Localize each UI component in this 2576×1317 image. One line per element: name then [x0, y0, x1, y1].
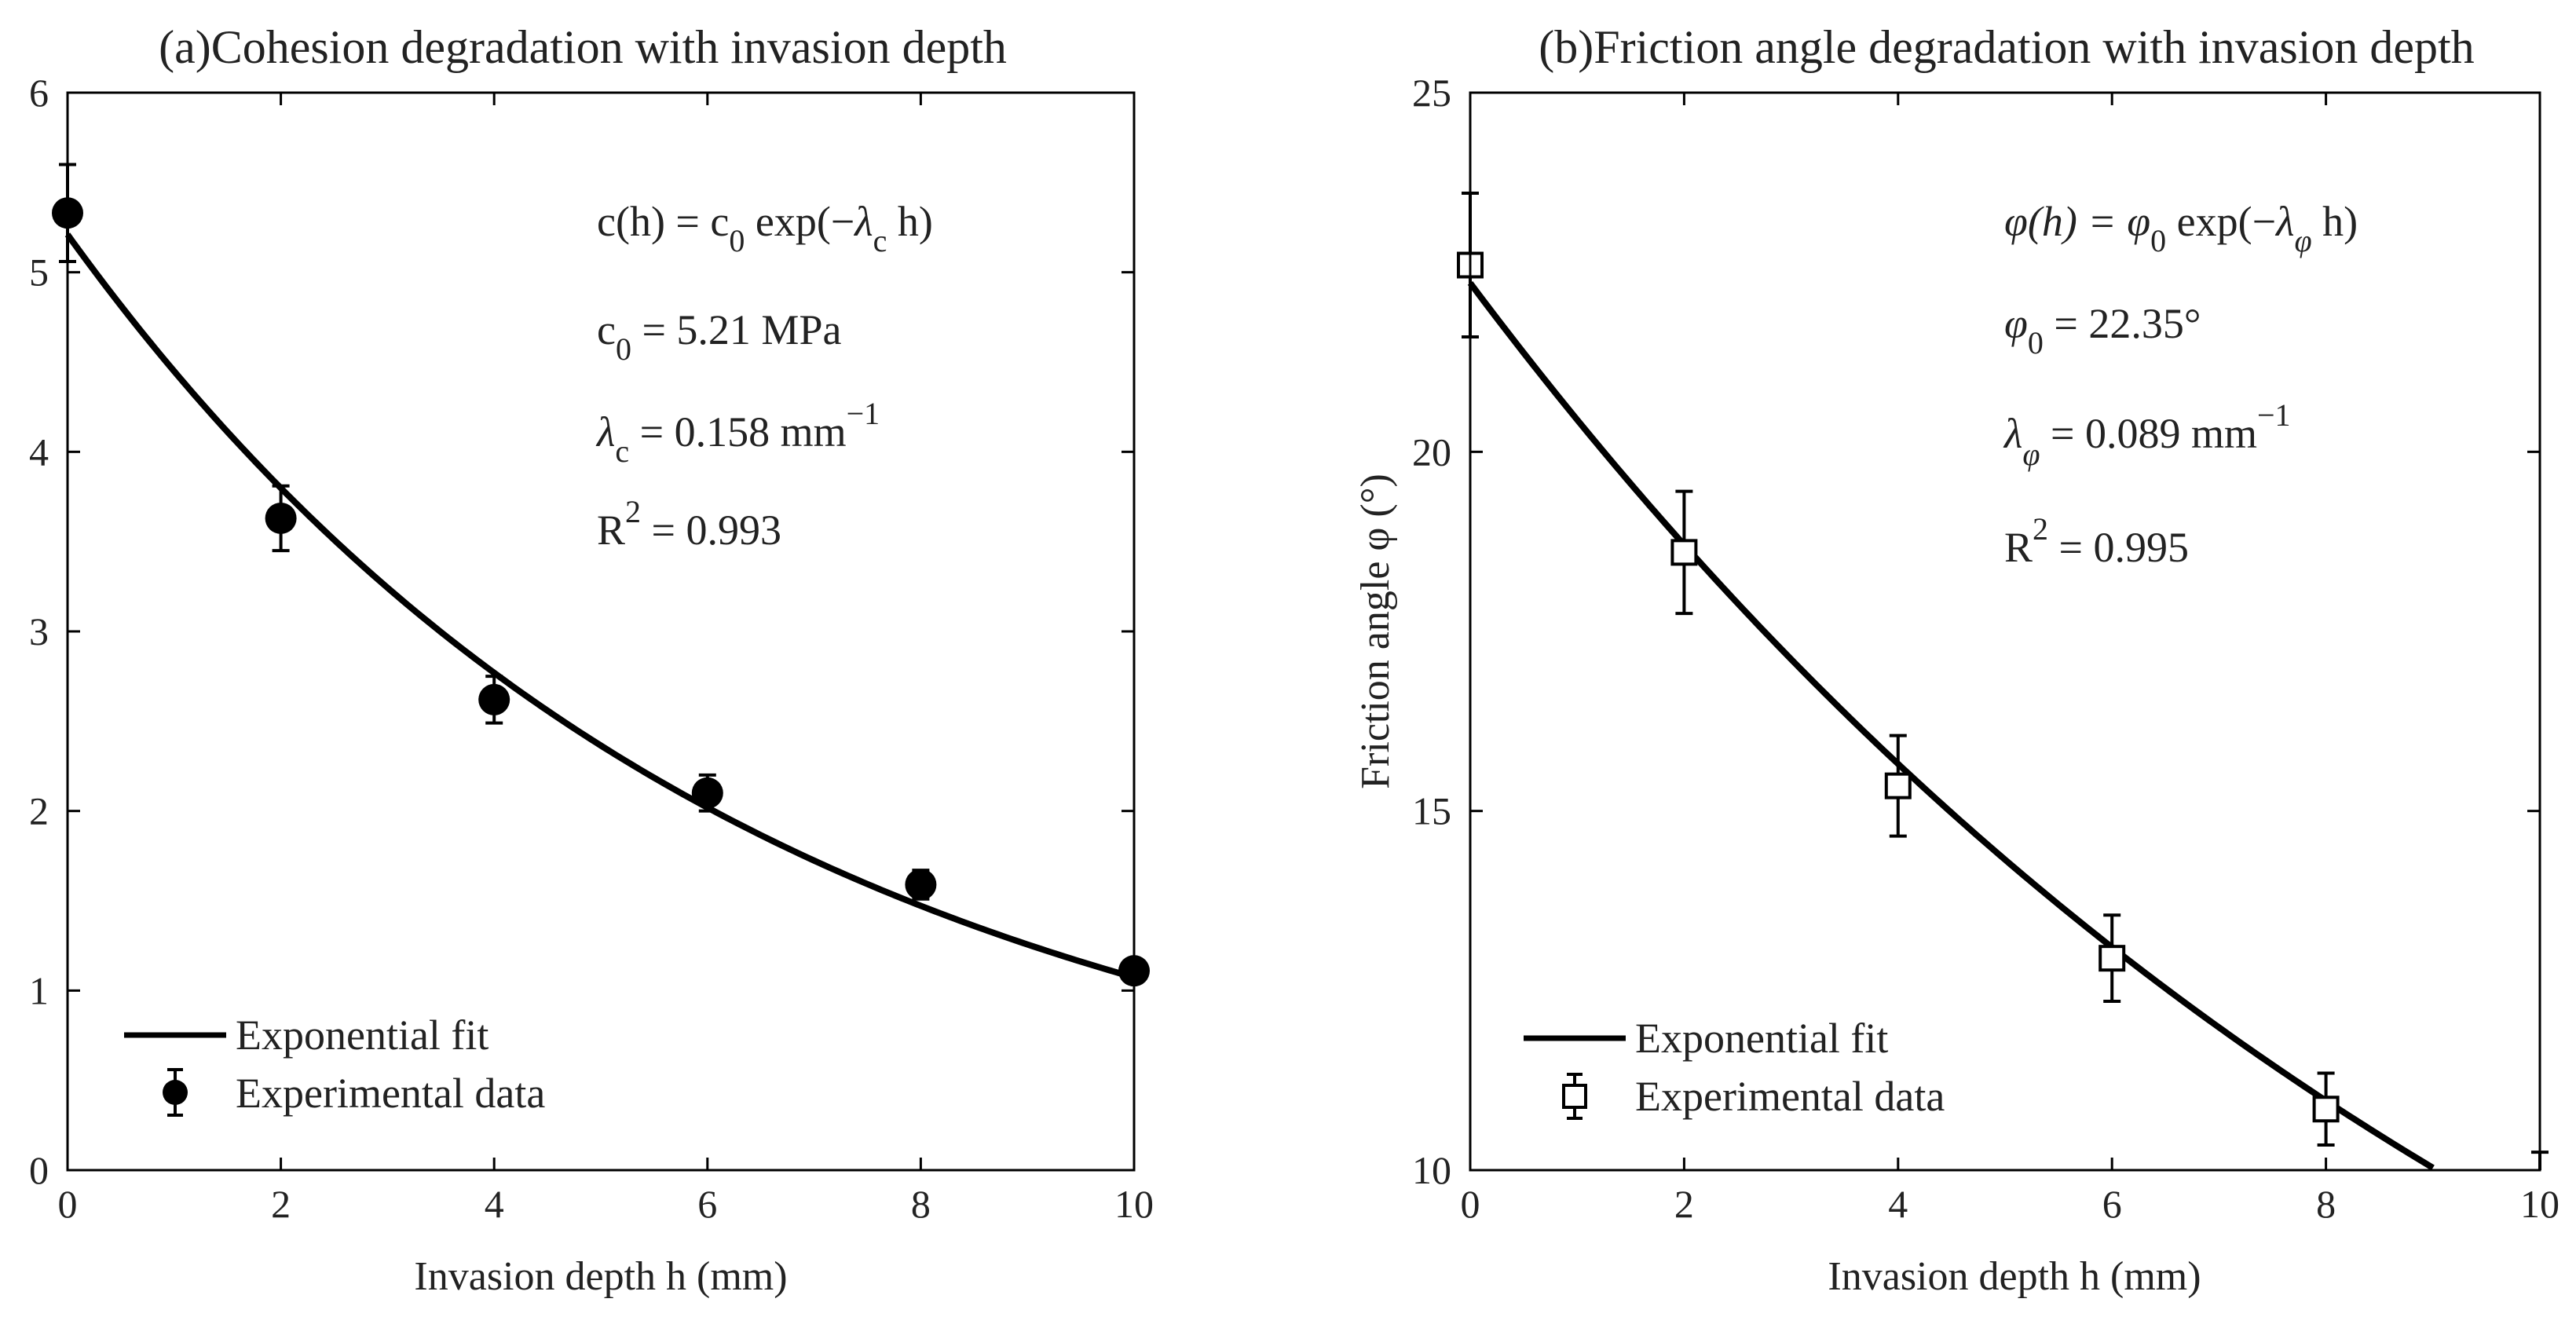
- panel-a-legend: Exponential fit Experimental data: [124, 1012, 545, 1117]
- panel-b-xtick-label: 4: [1888, 1182, 1908, 1226]
- panel-a-data-point: [905, 869, 937, 901]
- panel-b-ytick-label: 25: [1412, 71, 1451, 115]
- panel-b-marker: [2098, 945, 2126, 972]
- panel-b-marker: [2312, 1096, 2340, 1123]
- panel-a-marker: [265, 502, 297, 534]
- panel-b-xtick-label: 10: [2520, 1182, 2560, 1226]
- panel-b-fit-curve: [1467, 280, 2435, 1171]
- panel-a-fit-curve-line: [64, 232, 1136, 981]
- panel-b-xtick-label: 2: [1674, 1182, 1694, 1226]
- svg-text:φ(h) = φ0 exp(−λφ h): φ(h) = φ0 exp(−λφ h): [2004, 198, 2358, 258]
- panel-a-axes-box: [66, 91, 1136, 1172]
- panel-b-r-squared: R2 = 0.995: [2004, 511, 2189, 571]
- svg-text:R2 = 0.995: R2 = 0.995: [2004, 511, 2189, 571]
- panel-b-xtick-label: 8: [2316, 1182, 2336, 1226]
- panel-b-param-phi0: φ0 = 22.35°: [2004, 300, 2201, 360]
- panel-a-xlabel: Invasion depth h (mm): [414, 1254, 787, 1299]
- panel-a-data-point: [478, 675, 510, 725]
- svg-text:λc = 0.158 mm−1: λc = 0.158 mm−1: [595, 396, 880, 469]
- panel-a-xtick-label: 6: [697, 1182, 717, 1226]
- panel-a-xtick-label: 10: [1114, 1182, 1154, 1226]
- svg-text:φ0 = 22.35°: φ0 = 22.35°: [2004, 300, 2201, 360]
- panel-b-data-points: [1457, 192, 2549, 1170]
- panel-a-equation: c(h) = c0 exp(−λc h): [597, 198, 933, 258]
- panel-a-r-squared: R2 = 0.993: [597, 494, 781, 554]
- panel-a-data-point: [265, 484, 297, 553]
- panel-b-legend: Exponential fit Experimental data: [1524, 1015, 1945, 1120]
- panel-b-title: (b)Friction angle degradation with invas…: [1539, 21, 2474, 73]
- panel-b-ytick-label: 10: [1412, 1148, 1451, 1192]
- panel-a-param-lambda: λc = 0.158 mm−1: [595, 396, 880, 469]
- panel-a-ytick-label: 3: [29, 609, 49, 653]
- panel-a-fit-curve: [64, 232, 1136, 981]
- panel-b-legend-fit-label: Exponential fit: [1635, 1015, 1888, 1062]
- panel-a-ytick-label: 5: [29, 251, 49, 294]
- panel-a-cohesion: (a)Cohesion degradation with invasion de…: [29, 21, 1154, 1299]
- panel-a-data-point: [691, 773, 723, 813]
- panel-b-ylabel: Friction angle φ (°): [1353, 474, 1398, 789]
- panel-a-ytick-label: 4: [29, 430, 49, 474]
- panel-b-xtick-label: 0: [1461, 1182, 1480, 1226]
- panel-b-ticks: 0 2 4 6 8 10 10 15 20 25: [1412, 71, 2560, 1226]
- panel-a-data-points: [52, 163, 1150, 987]
- panel-a-ytick-label: 2: [29, 789, 49, 833]
- panel-a-ytick-label: 1: [29, 968, 49, 1012]
- panel-b-fit-curve-line: [1467, 280, 2435, 1171]
- panel-b-data-point: [2312, 1071, 2340, 1147]
- panel-b-ytick-label: 15: [1412, 789, 1451, 833]
- panel-b-param-lambda: λφ = 0.089 mm−1: [2003, 397, 2291, 472]
- panel-b-data-point: [1670, 489, 1698, 616]
- panel-a-param-c0: c0 = 5.21 MPa: [597, 306, 841, 367]
- svg-text:c(h) = c0 exp(−λc h): c(h) = c0 exp(−λc h): [597, 198, 933, 258]
- svg-text:λφ = 0.089 mm−1: λφ = 0.089 mm−1: [2003, 397, 2291, 472]
- panel-a-legend-fit-label: Exponential fit: [236, 1012, 488, 1059]
- panel-a-xtick-label: 8: [911, 1182, 931, 1226]
- panel-a-xtick-label: 4: [485, 1182, 504, 1226]
- panel-b-equation: φ(h) = φ0 exp(−λφ h): [2004, 198, 2358, 258]
- panel-b-data-point: [2098, 913, 2126, 1004]
- panel-b-legend-data-label: Experimental data: [1635, 1073, 1945, 1120]
- panel-b-friction: (b)Friction angle degradation with invas…: [1353, 21, 2560, 1299]
- panel-a-ytick-label: 0: [29, 1148, 49, 1192]
- panel-a-legend-data-label: Experimental data: [236, 1070, 545, 1117]
- panel-b-axes-box: [1469, 91, 2541, 1172]
- panel-a-xtick-label: 0: [58, 1182, 78, 1226]
- panel-b-marker: [1670, 539, 1698, 566]
- panel-b-legend-marker-swatch: [1562, 1073, 1587, 1120]
- panel-a-title: (a)Cohesion degradation with invasion de…: [159, 21, 1007, 73]
- panel-b-ytick-label: 20: [1412, 430, 1451, 474]
- svg-text:R2 = 0.993: R2 = 0.993: [597, 494, 781, 554]
- panel-a-ticks: 0 2 4 6 8 10 0 1 2 3 4 5 6: [29, 71, 1154, 1226]
- panel-a-xtick-label: 2: [271, 1182, 291, 1226]
- panel-a-marker: [691, 777, 723, 809]
- panel-a-legend-marker-swatch: [163, 1068, 188, 1117]
- panel-b-marker: [1884, 772, 1912, 799]
- panel-b-xtick-label: 6: [2102, 1182, 2122, 1226]
- panel-a-ytick-label: 6: [29, 71, 49, 115]
- panel-a-marker: [478, 683, 510, 715]
- panel-a-marker: [905, 869, 937, 901]
- panel-b-data-point: [1884, 733, 1912, 838]
- svg-text:c0 = 5.21 MPa: c0 = 5.21 MPa: [597, 306, 841, 367]
- panel-b-xlabel: Invasion depth h (mm): [1828, 1254, 2201, 1299]
